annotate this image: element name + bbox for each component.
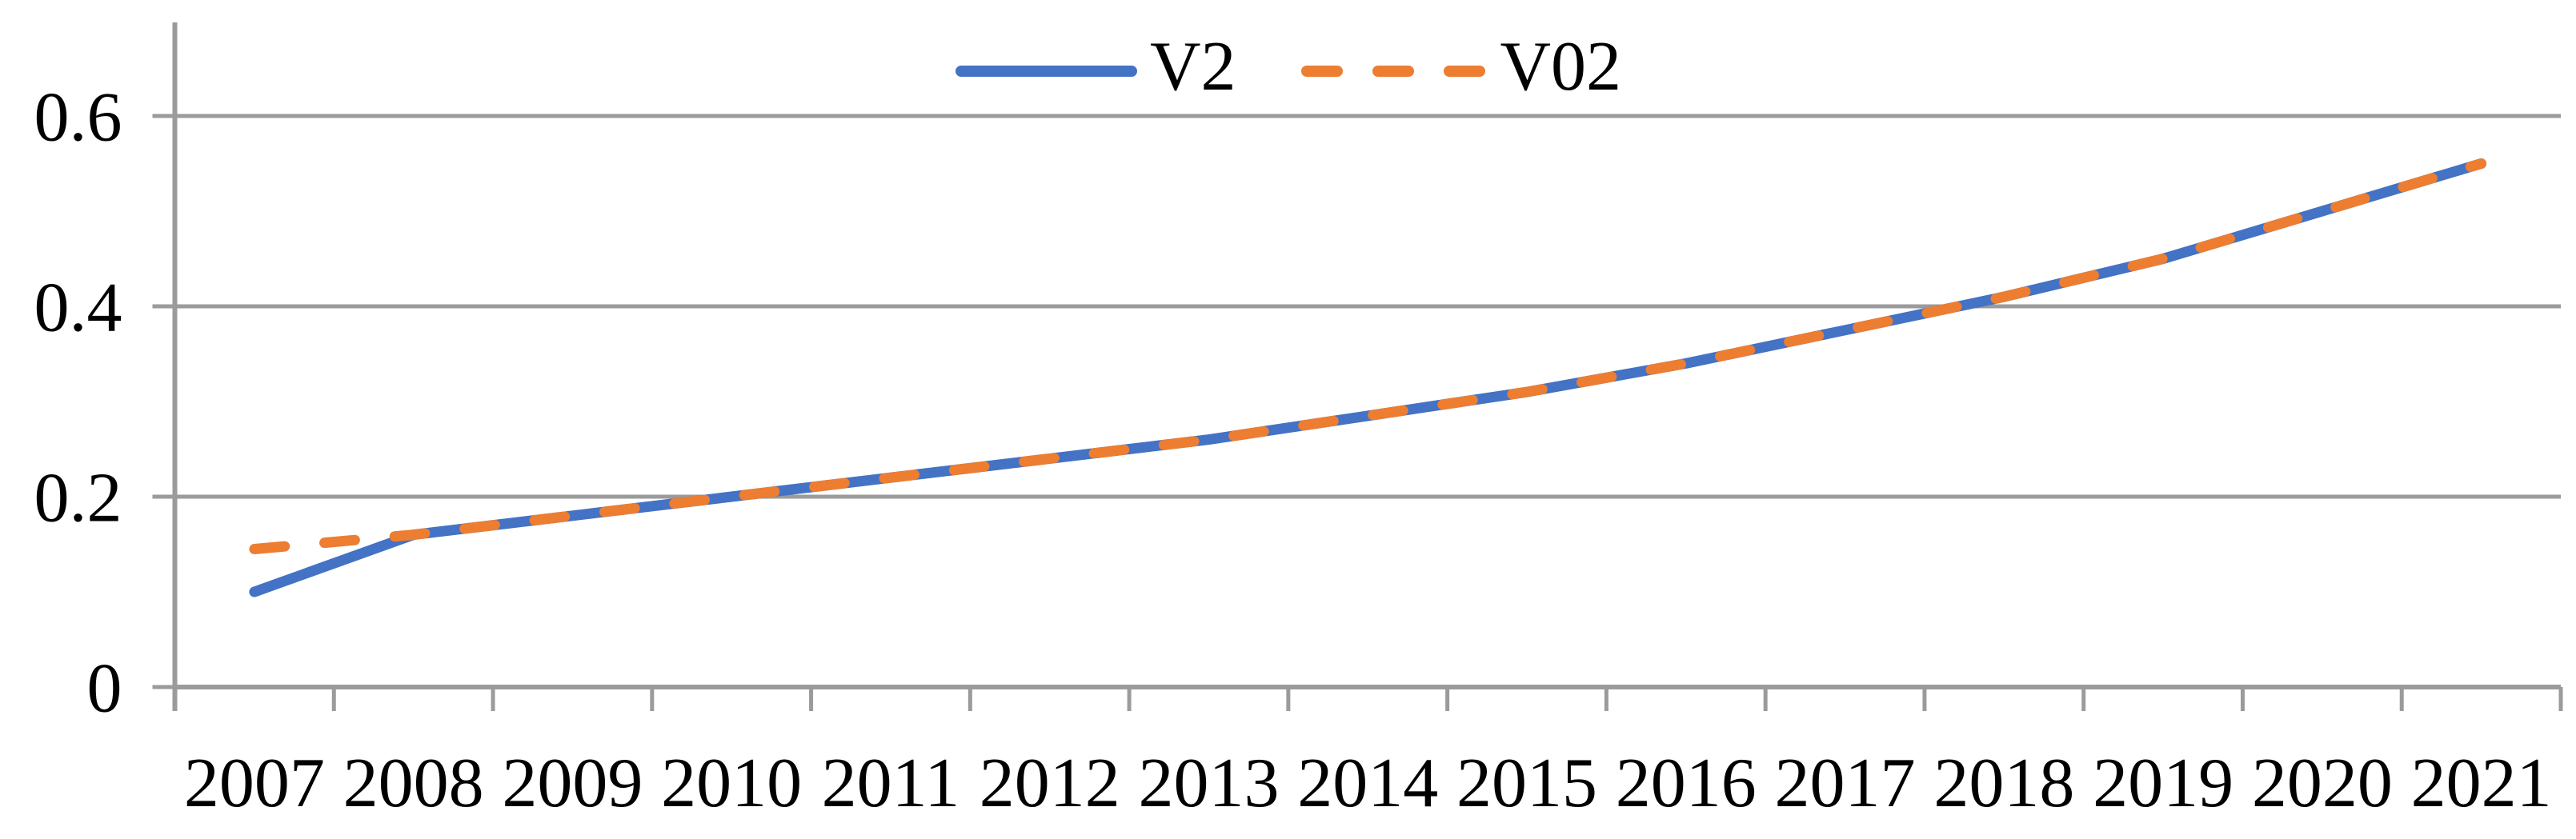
x-tick-label-2011: 2011 <box>822 745 960 822</box>
x-tick-label-2008: 2008 <box>343 745 484 822</box>
x-tick-label-2014: 2014 <box>1297 745 1438 822</box>
y-tick-label: 0.2 <box>34 460 122 537</box>
x-tick-label-2018: 2018 <box>1933 745 2074 822</box>
y-tick-label: 0.4 <box>34 270 122 347</box>
x-tick-label-2021: 2021 <box>2411 745 2552 822</box>
y-tick-label: 0.6 <box>34 79 122 157</box>
x-tick-label-2009: 2009 <box>502 745 643 822</box>
x-tick-label-2010: 2010 <box>661 745 802 822</box>
x-tick-label-2020: 2020 <box>2252 745 2393 822</box>
x-tick-label-2017: 2017 <box>1775 745 1916 822</box>
x-tick-label-2016: 2016 <box>1616 745 1757 822</box>
y-axis-labels: 0 0.2 0.4 0.6 <box>34 79 122 728</box>
x-tick-label-2007: 2007 <box>184 745 325 822</box>
x-tick-label-2012: 2012 <box>980 745 1120 822</box>
axes <box>152 22 2563 711</box>
x-axis-labels: 2007 2008 2009 2010 2011 2012 2013 2014 2015 2016… <box>184 745 2552 822</box>
y-tick-label: 0 <box>87 650 122 728</box>
series-line-v2 <box>249 158 2487 597</box>
x-tick-label-2013: 2013 <box>1138 745 1279 822</box>
series-line-v02 <box>249 158 2487 554</box>
gridlines <box>174 114 2561 499</box>
x-tick-label-2015: 2015 <box>1456 745 1597 822</box>
series-lines <box>249 158 2487 597</box>
x-tick-label-2019: 2019 <box>2093 745 2233 822</box>
